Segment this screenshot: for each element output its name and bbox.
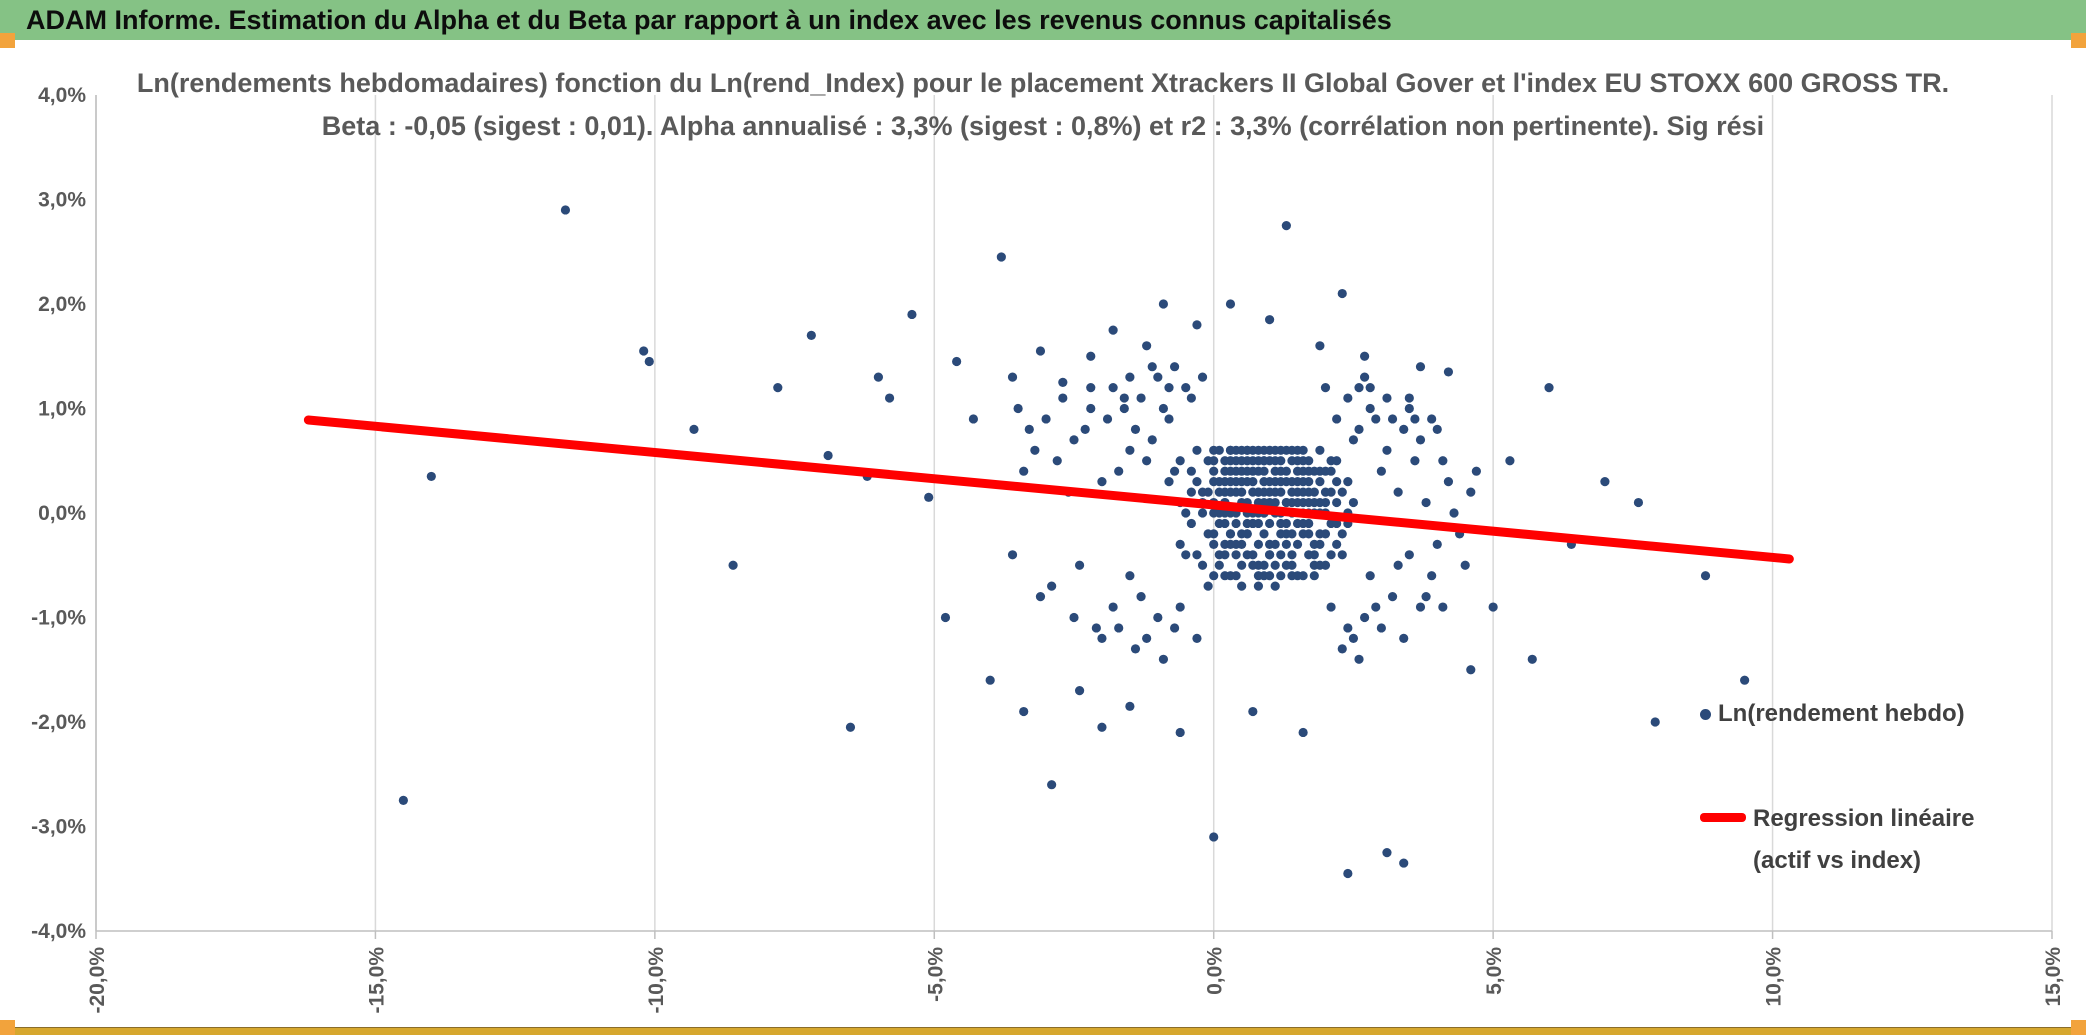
y-tick-label: 2,0% [38,293,86,316]
y-tick-label: -4,0% [31,920,86,943]
legend-label-regression: Regression linéaire (actif vs index) [1753,798,1974,882]
x-tick-label: -20,0% [86,947,109,1014]
legend: Ln(rendement hebdo) Regression linéaire … [1700,696,1974,882]
x-tick-label: 0,0% [1204,947,1227,995]
x-tick-label: 10,0% [1763,947,1786,1007]
x-tick-label: -5,0% [924,947,947,1002]
scatter-points [398,205,1750,879]
y-axis-labels: 4,0% 3,0% 2,0% 1,0% 0,0% -1,0% -2,0% -3,0% -4,0% [31,84,86,943]
y-tick-label: -1,0% [31,607,86,630]
x-tick-label: -10,0% [645,947,668,1014]
y-tick-label: 4,0% [38,84,86,107]
selection-handle-top-right[interactable] [2071,33,2086,48]
x-tick-label: -15,0% [365,947,388,1014]
y-tick-label: 3,0% [38,189,86,212]
legend-item-regression[interactable]: Regression linéaire (actif vs index) [1700,798,1974,882]
window-title-bar: ADAM Informe. Estimation du Alpha et du … [0,0,2086,40]
legend-label-regression-line2: (actif vs index) [1753,847,1922,874]
x-tick-label: 5,0% [1483,947,1506,995]
selection-handle-top-left[interactable] [0,33,15,48]
legend-item-scatter[interactable]: Ln(rendement hebdo) [1700,696,1974,732]
y-tick-label: -3,0% [31,816,86,839]
bottom-border [0,1027,2086,1035]
legend-label-regression-line1: Regression linéaire [1753,805,1975,832]
scatter-marker-icon [1700,708,1711,720]
x-tick-label: 15,0% [2042,947,2065,1007]
y-tick-label: 1,0% [38,398,86,421]
y-tick-label: -2,0% [31,711,86,734]
regression-line [303,415,1794,564]
y-tick-label: 0,0% [38,502,86,525]
window-title: ADAM Informe. Estimation du Alpha et du … [26,4,1392,35]
selection-handle-bottom-left[interactable] [0,1020,15,1035]
regression-line-marker-icon [1700,813,1746,822]
x-axis-labels: -20,0% -15,0% -10,0% -5,0% 0,0% 5,0% 10,0% 15,0… [86,947,2065,1014]
axes [95,95,2053,939]
legend-label-scatter: Ln(rendement hebdo) [1718,700,1965,727]
selection-handle-bottom-right[interactable] [2071,1020,2086,1035]
